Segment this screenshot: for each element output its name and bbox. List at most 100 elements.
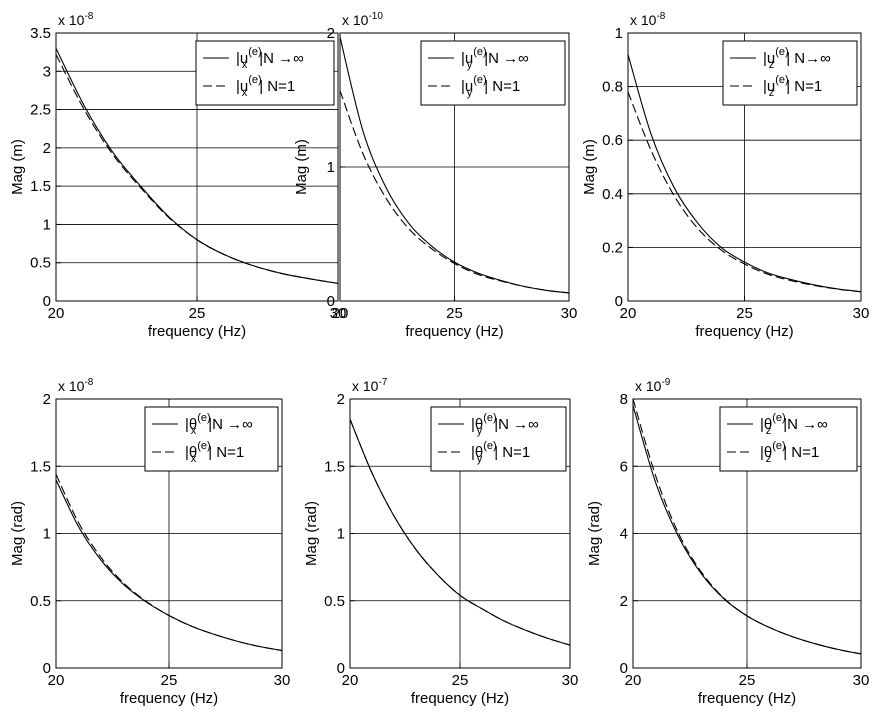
y-tick-label: 1.5 xyxy=(30,458,51,475)
y-tick-label: 0.4 xyxy=(602,186,623,203)
y-axis-label: Mag (rad) xyxy=(9,501,26,566)
axis-multiplier: x 10-7 xyxy=(352,377,388,394)
multiplier-base: x 10 xyxy=(58,378,85,394)
x-tick-label: 30 xyxy=(853,672,870,689)
y-tick-label: 1 xyxy=(615,25,623,42)
legend-superscript: (e) xyxy=(248,74,261,86)
x-tick-label: 25 xyxy=(452,672,469,689)
legend-box xyxy=(430,406,567,472)
legend-entry-label: |u(e) y |N →∞ xyxy=(461,46,529,71)
legend-box xyxy=(195,40,335,106)
legend-suffix: |N →∞ xyxy=(484,50,529,67)
legend-suffix: | N=1 xyxy=(783,444,819,461)
legend-entry-label: |θ(e) z |N →∞ xyxy=(760,412,828,437)
legend-suffix: |N →∞ xyxy=(259,50,304,67)
legend-subscript: y xyxy=(477,425,483,437)
series-line-dashed xyxy=(632,398,862,655)
legend-base: |u xyxy=(236,50,248,67)
multiplier-exponent: -7 xyxy=(378,377,387,388)
legend-box xyxy=(722,40,858,106)
legend-base: |θ xyxy=(760,416,772,433)
y-tick-label: 0.8 xyxy=(602,79,623,96)
legend-entry-label: |θ(e) x |N →∞ xyxy=(185,412,253,437)
axis-multiplier: x 10-8 xyxy=(58,11,94,28)
y-tick-label: 2 xyxy=(620,593,628,610)
legend-superscript: (e) xyxy=(197,440,210,452)
x-tick-label: 30 xyxy=(330,305,347,322)
legend-base: |θ xyxy=(185,416,197,433)
legend: |θ(e) x |N →∞|θ(e) x | N=1 xyxy=(144,406,279,472)
x-tick-label: 25 xyxy=(446,305,463,322)
x-tick-label: 25 xyxy=(739,672,756,689)
multiplier-exponent: -8 xyxy=(656,11,665,22)
y-tick-label: 0 xyxy=(620,660,628,677)
legend-base: |θ xyxy=(471,416,483,433)
legend-subscript: x xyxy=(191,453,197,465)
x-tick-label: 25 xyxy=(161,672,178,689)
legend-entry-label: |u(e) x |N →∞ xyxy=(236,46,304,71)
legend: |u(e) y |N →∞ |u(e) y | N=1 xyxy=(420,40,566,106)
legend-base: |u xyxy=(763,78,775,95)
legend-base: |θ xyxy=(185,444,197,461)
multiplier-base: x 10 xyxy=(342,12,369,28)
legend-base: |u xyxy=(461,50,473,67)
x-tick-label: 20 xyxy=(342,672,359,689)
legend-suffix: | N=1 xyxy=(786,78,822,95)
legend-base: |θ xyxy=(760,444,772,461)
y-axis-label: Mag (rad) xyxy=(586,501,603,566)
legend-subscript: z xyxy=(769,87,775,99)
legend-entry-label: |u(e) z | N=1 xyxy=(763,74,822,99)
multiplier-exponent: -8 xyxy=(84,11,93,22)
legend: |u(e) x |N →∞|u(e) x | N=1 xyxy=(195,40,335,106)
legend-superscript: (e) xyxy=(775,46,788,58)
x-tick-label: 20 xyxy=(625,672,642,689)
y-tick-label: 0.2 xyxy=(602,239,623,256)
multiplier-base: x 10 xyxy=(58,12,85,28)
x-tick-label: 20 xyxy=(48,305,65,322)
y-tick-label: 2 xyxy=(43,391,51,408)
multiplier-exponent: -9 xyxy=(661,377,670,388)
y-tick-label: 0.5 xyxy=(30,593,51,610)
legend-superscript: (e) xyxy=(197,412,210,424)
x-tick-label: 20 xyxy=(620,305,637,322)
x-axis-label: frequency (Hz) xyxy=(695,323,793,340)
subplot-4: 20 25 30 0 0.5 1 1.5 2 x 10-8 frequency (Hz) Mag (… xyxy=(9,377,290,707)
y-tick-label: 0.5 xyxy=(30,255,51,272)
x-axis-label: frequency (Hz) xyxy=(698,690,796,707)
legend-entry-label: |θ(e) z | N=1 xyxy=(760,440,819,465)
legend-entry-label: |θ(e) y |N →∞ xyxy=(471,412,539,437)
legend-box xyxy=(719,406,858,472)
legend-superscript: (e) xyxy=(473,74,486,86)
multiplier-base: x 10 xyxy=(630,12,657,28)
y-tick-label: 0.6 xyxy=(602,132,623,149)
legend-subscript: z xyxy=(769,59,775,71)
legend: |u(e) z | N→∞|u(e) z | N=1 xyxy=(722,40,858,106)
axis-multiplier: x 10-9 xyxy=(635,377,671,394)
x-tick-label: 30 xyxy=(853,305,870,322)
legend-entry-label: |θ(e) y | N=1 xyxy=(471,440,530,465)
y-tick-label: 3.5 xyxy=(30,25,51,42)
legend-box xyxy=(144,406,279,472)
legend-base: |u xyxy=(236,78,248,95)
legend: |θ(e) z |N →∞|θ(e) z | N=1 xyxy=(719,406,858,472)
x-axis-label: frequency (Hz) xyxy=(411,690,509,707)
multiplier-exponent: -8 xyxy=(84,377,93,388)
legend-entry-label: |u(e) z | N→∞ xyxy=(763,46,831,71)
y-tick-label: 1 xyxy=(327,159,335,176)
legend-suffix: |N →∞ xyxy=(494,416,539,433)
x-axis-label: frequency (Hz) xyxy=(405,323,503,340)
subplot-3: 20 25 30 0 0.2 0.4 0.6 0.8 1 x 10-8 frequency (Hz)… xyxy=(581,11,869,340)
multiplier-exponent: -10 xyxy=(368,11,383,22)
y-tick-label: 2.5 xyxy=(30,102,51,119)
y-tick-label: 2 xyxy=(327,25,335,42)
legend-entry-label: |u(e) y | N=1 xyxy=(461,74,520,99)
legend-subscript: z xyxy=(766,453,772,465)
legend-subscript: x xyxy=(242,59,248,71)
y-axis-label: Mag (m) xyxy=(581,139,598,195)
y-axis-label: Mag (rad) xyxy=(303,501,320,566)
y-tick-label: 1 xyxy=(43,526,51,543)
legend-superscript: (e) xyxy=(483,412,496,424)
subplot-6: 20 25 30 0 2 4 6 8 x 10-9 frequency (Hz) Mag (rad)… xyxy=(586,377,869,707)
